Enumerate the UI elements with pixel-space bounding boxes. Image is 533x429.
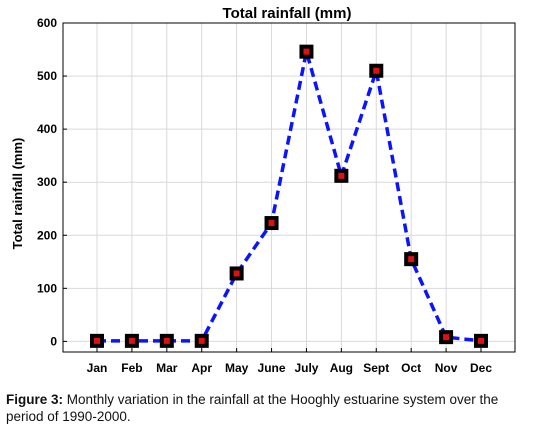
x-tick-label: Jan [87, 361, 108, 375]
data-point-marker-center [303, 48, 310, 55]
data-point-marker-center [163, 337, 170, 344]
caption-text: Monthly variation in the rainfall at the… [6, 392, 499, 424]
plot-frame [62, 22, 516, 353]
data-markers [90, 44, 488, 348]
y-tick-label: 100 [37, 281, 57, 295]
x-tick-label: July [294, 361, 318, 375]
y-axis-label: Total rainfall (mm) [10, 138, 25, 250]
y-tick-label: 500 [37, 69, 57, 83]
x-tick-label: June [258, 361, 286, 375]
x-tick-label: Sept [363, 361, 389, 375]
y-tick-label: 200 [37, 228, 57, 242]
x-tick-label: Apr [191, 361, 212, 375]
chart-title: Total rainfall (mm) [223, 5, 352, 22]
rainfall-series-line [97, 51, 482, 343]
data-point-marker-center [233, 270, 240, 277]
data-point-marker-center [443, 334, 450, 341]
y-tick-label: 400 [37, 122, 57, 136]
x-tick-label: Feb [121, 361, 142, 375]
x-tick-label: Mar [156, 361, 178, 375]
data-point-marker-center [338, 172, 345, 179]
data-point-marker-center [198, 337, 205, 344]
y-tick-label: 300 [37, 175, 57, 189]
data-point-marker-center [373, 67, 380, 74]
y-tick-label: 600 [37, 16, 57, 30]
rainfall-chart: Total rainfall (mm) 0100200300400500600 … [10, 5, 516, 375]
x-axis-ticks: Jan Feb Mar Apr May June July Aug Sept Oct Nov Dec [87, 348, 492, 375]
figure-caption: Figure 3: Monthly variation in the rainf… [6, 391, 531, 425]
y-axis-ticks: 0 100 200 300 400 500 600 [37, 16, 67, 348]
grid-layer [63, 22, 515, 352]
data-point-marker-center [268, 220, 275, 227]
y-tick-label: 0 [50, 334, 57, 348]
x-tick-label: Dec [470, 361, 492, 375]
data-point-marker-center [128, 337, 135, 344]
x-tick-label: Aug [330, 361, 353, 375]
data-point-marker-center [478, 337, 484, 344]
x-tick-label: May [225, 361, 249, 375]
data-point-marker-center [408, 256, 415, 263]
x-tick-label: Nov [435, 361, 458, 375]
x-tick-label: Oct [401, 361, 421, 375]
caption-label: Figure 3: [6, 392, 64, 407]
data-point-marker-center [94, 337, 100, 344]
